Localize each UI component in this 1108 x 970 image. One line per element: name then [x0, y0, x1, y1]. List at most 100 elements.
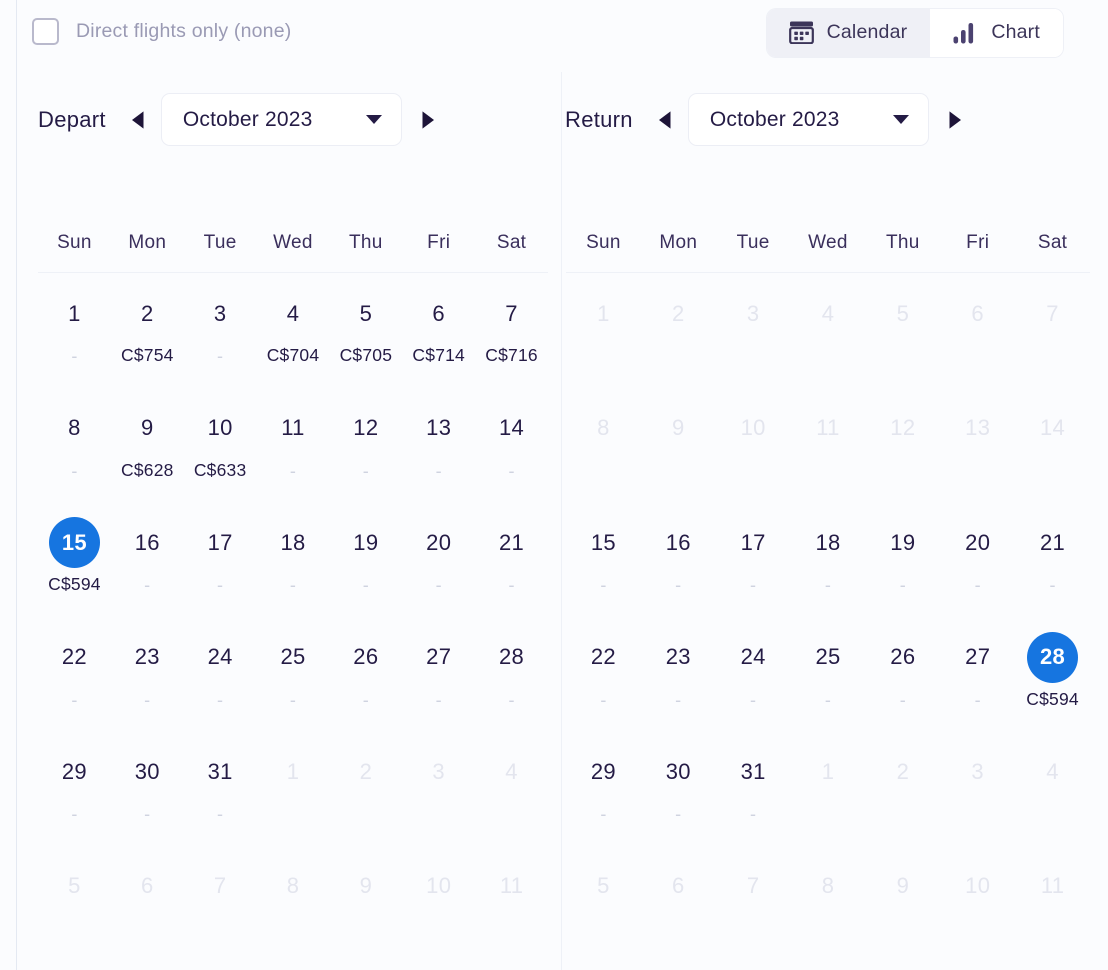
weekday-sun: Sun — [57, 231, 92, 253]
direct-flights-only-checkbox-row[interactable]: Direct flights only (none) — [32, 18, 291, 45]
tab-chart[interactable]: Chart — [930, 9, 1063, 57]
day-cell[interactable]: 7 C$716 — [475, 280, 548, 395]
day-cell[interactable]: 11 - — [257, 395, 330, 510]
day-price: - — [435, 689, 442, 710]
day-cell[interactable]: 21 - — [475, 509, 548, 624]
day-cell[interactable]: 19 - — [865, 509, 940, 624]
chevron-right-icon — [949, 110, 962, 129]
day-price: - — [144, 804, 151, 824]
day-cell[interactable]: 30 - — [641, 738, 716, 853]
depart-month-select[interactable]: October 2023 — [160, 93, 402, 146]
return-month-select[interactable]: October 2023 — [687, 93, 929, 146]
day-cell[interactable]: 23 - — [641, 624, 716, 739]
day-cell[interactable]: 17 - — [716, 509, 791, 624]
day-cell[interactable]: 22 - — [566, 624, 641, 739]
day-price: - — [675, 689, 682, 710]
day-cell[interactable]: 26 - — [865, 624, 940, 739]
day-cell[interactable]: 3- — [184, 280, 257, 395]
return-prev-month-button[interactable] — [651, 104, 679, 136]
day-cell[interactable]: 28 C$594 — [1015, 624, 1090, 739]
weekday-tue: Tue — [203, 231, 237, 253]
day-cell[interactable]: 16 - — [641, 509, 716, 624]
day-price: C$594 — [1026, 688, 1079, 709]
day-number: 28 — [499, 644, 525, 669]
day-cell[interactable]: 4 C$704 — [257, 280, 330, 395]
return-next-month-button[interactable] — [942, 104, 970, 136]
day-cell[interactable]: 6 C$714 — [402, 280, 475, 395]
day-cell[interactable]: 27 - — [402, 624, 475, 739]
day-cell[interactable]: 23 - — [111, 624, 184, 739]
day-cell[interactable]: 22 - — [38, 624, 111, 739]
day-number: 9 — [671, 415, 685, 440]
day-price: - — [750, 575, 757, 595]
day-price: - — [71, 804, 78, 824]
day-cell[interactable]: 9 C$628 — [111, 395, 184, 510]
day-cell[interactable]: 8- — [38, 395, 111, 510]
day-number: 27 — [965, 644, 991, 669]
day-number: 12 — [890, 415, 916, 440]
day-price: - — [435, 575, 442, 595]
day-number: 10 — [426, 873, 452, 898]
day-number: 2 — [671, 300, 685, 326]
day-price: - — [289, 575, 297, 595]
view-mode-toggle[interactable]: Calendar Chart — [766, 9, 1063, 57]
day-number: 14 — [1040, 415, 1066, 440]
checkbox-unchecked-icon[interactable] — [32, 18, 59, 45]
day-cell[interactable]: 28 - — [475, 624, 548, 739]
day-price: C$714 — [412, 345, 465, 365]
day-cell-disabled: 11 — [1015, 853, 1090, 968]
return-month-nav: Return October 2023 — [565, 93, 970, 146]
day-cell[interactable]: 10 C$633 — [184, 395, 257, 510]
day-price: - — [750, 804, 757, 824]
day-cell[interactable]: 24 - — [184, 624, 257, 739]
day-cell[interactable]: 24 - — [716, 624, 791, 739]
day-number: 7 — [505, 300, 518, 326]
day-number: 5 — [359, 300, 373, 326]
day-number: 1 — [286, 758, 300, 784]
day-cell[interactable]: 20 - — [940, 509, 1015, 624]
depart-next-month-button[interactable] — [415, 104, 443, 136]
day-number: 11 — [1040, 873, 1065, 898]
day-cell[interactable]: 5 C$705 — [329, 280, 402, 395]
day-number: 11 — [499, 873, 524, 898]
day-cell[interactable]: 15 C$594 — [38, 509, 111, 624]
day-price: C$716 — [485, 345, 538, 365]
day-cell[interactable]: 26 - — [329, 624, 402, 739]
day-cell[interactable]: 27 - — [940, 624, 1015, 739]
day-cell[interactable]: 14 - — [475, 395, 548, 510]
day-price: - — [974, 689, 981, 710]
day-price: C$704 — [266, 345, 320, 365]
day-cell[interactable]: 29 - — [38, 738, 111, 853]
day-cell[interactable]: 16 - — [111, 509, 184, 624]
day-cell[interactable]: 18 - — [257, 509, 330, 624]
day-cell[interactable]: 31 - — [716, 738, 791, 853]
day-cell[interactable]: 13 - — [402, 395, 475, 510]
day-number: 24 — [740, 644, 766, 669]
day-number: 4 — [1046, 758, 1059, 784]
day-cell-disabled: 11 — [475, 853, 548, 968]
day-number: 12 — [353, 415, 379, 440]
day-cell[interactable]: 20 - — [402, 509, 475, 624]
day-price: C$754 — [120, 345, 174, 365]
calendar-icon — [788, 21, 814, 44]
day-cell[interactable]: 25 - — [791, 624, 866, 739]
day-price: - — [600, 689, 607, 710]
day-cell[interactable]: 30 - — [111, 738, 184, 853]
day-cell[interactable]: 29 - — [566, 738, 641, 853]
day-cell[interactable]: 19 - — [329, 509, 402, 624]
day-cell[interactable]: 12 - — [329, 395, 402, 510]
day-cell[interactable]: 17 - — [184, 509, 257, 624]
day-cell[interactable]: 18 - — [791, 509, 866, 624]
day-cell[interactable]: 15 - — [566, 509, 641, 624]
tab-calendar[interactable]: Calendar — [766, 9, 931, 57]
depart-prev-month-button[interactable] — [124, 104, 152, 136]
day-cell[interactable]: 2 C$754 — [111, 280, 184, 395]
day-cell[interactable]: 1- — [38, 280, 111, 395]
day-cell[interactable]: 21 - — [1015, 509, 1090, 624]
day-cell[interactable]: 25 - — [257, 624, 330, 739]
day-number: 7 — [1046, 300, 1059, 326]
depart-weekday-header: Sun Mon Tue Wed Thu Fri Sat — [38, 213, 548, 273]
day-cell-disabled: 11 — [791, 395, 866, 510]
day-cell[interactable]: 31 - — [184, 738, 257, 853]
day-price: - — [71, 689, 78, 710]
